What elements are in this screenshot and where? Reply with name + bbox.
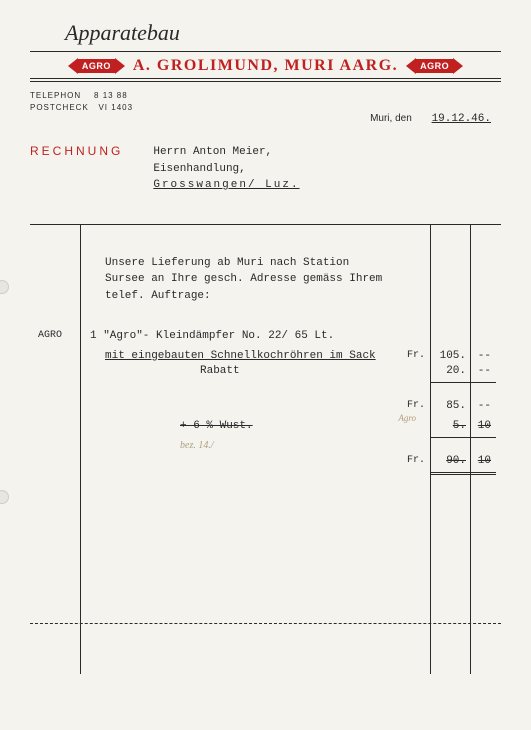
- recipient-line: Herrn Anton Meier,: [153, 144, 299, 161]
- amount-wust-cents: 10: [478, 420, 491, 432]
- punch-hole: [0, 490, 9, 504]
- rule-line: [30, 51, 501, 52]
- date-value: 19.12.46.: [432, 113, 491, 125]
- date-line: Muri, den 19.12.46.: [370, 113, 491, 125]
- telephone-value: 8 13 88: [94, 91, 128, 100]
- agro-left-label: AGRO: [38, 330, 62, 341]
- agro-badge-text: AGRO: [416, 59, 453, 73]
- intro-text: Unsere Lieferung ab Muri nach Station Su…: [105, 255, 385, 305]
- amount-subtotal-cents: --: [478, 400, 491, 412]
- item-line: 1 "Agro"- Kleindämpfer No. 22/ 65 Lt.: [90, 330, 334, 342]
- handwritten-note: Agro: [398, 413, 416, 423]
- rule-line: [30, 78, 501, 79]
- amount-price: 105.: [440, 350, 466, 362]
- rule-line: [30, 81, 501, 82]
- recipient-line: Eisenhandlung,: [153, 161, 299, 178]
- column-divider: [470, 225, 471, 674]
- amount-total-cents: 10: [478, 455, 491, 467]
- agro-badge-right: AGRO: [406, 58, 463, 74]
- recipient-line: Grosswangen/ Luz.: [153, 177, 299, 194]
- rechnung-label: RECHNUNG: [30, 144, 123, 194]
- column-divider: [80, 225, 81, 674]
- sum-rule: [431, 382, 496, 383]
- sum-rule-double: [431, 472, 496, 475]
- amount-wust: 5.: [453, 420, 466, 432]
- amount-total: 90.: [446, 455, 466, 467]
- invoice-table: Unsere Lieferung ab Muri nach Station Su…: [30, 224, 501, 674]
- main-header: AGRO A. GROLIMUND, MURI AARG. AGRO: [30, 54, 501, 78]
- amount-rabatt-cents: --: [478, 365, 491, 377]
- fr-label: Fr.: [407, 455, 425, 466]
- sum-rule: [431, 437, 496, 438]
- script-title: Apparatebau: [65, 20, 501, 46]
- column-divider: [430, 225, 431, 674]
- dashed-divider: [30, 623, 501, 624]
- postcheck-label: POSTCHECK: [30, 103, 89, 112]
- recipient-block: Herrn Anton Meier, Eisenhandlung, Grossw…: [153, 144, 299, 194]
- wust-label: + 6 % Wust.: [180, 420, 253, 432]
- punch-hole: [0, 280, 9, 294]
- amount-rabatt: 20.: [446, 365, 466, 377]
- rabatt-label: Rabatt: [200, 365, 240, 377]
- handwritten-note: bez. 14./: [180, 440, 214, 451]
- fr-label: Fr.: [407, 400, 425, 411]
- telephone-label: TELEPHON: [30, 91, 81, 100]
- agro-badge-left: AGRO: [68, 58, 125, 74]
- amount-subtotal: 85.: [446, 400, 466, 412]
- agro-badge-text: AGRO: [78, 59, 115, 73]
- rechnung-row: RECHNUNG Herrn Anton Meier, Eisenhandlun…: [30, 144, 501, 194]
- amount-price-cents: --: [478, 350, 491, 362]
- item-description: mit eingebauten Schnellkochröhren im Sac…: [105, 350, 376, 362]
- postcheck-value: VI 1403: [98, 103, 133, 112]
- contact-info: TELEPHON 8 13 88 POSTCHECK VI 1403: [30, 90, 501, 114]
- company-name: A. GROLIMUND, MURI AARG.: [133, 57, 398, 75]
- date-location: Muri, den: [370, 113, 412, 124]
- fr-label: Fr.: [407, 350, 425, 361]
